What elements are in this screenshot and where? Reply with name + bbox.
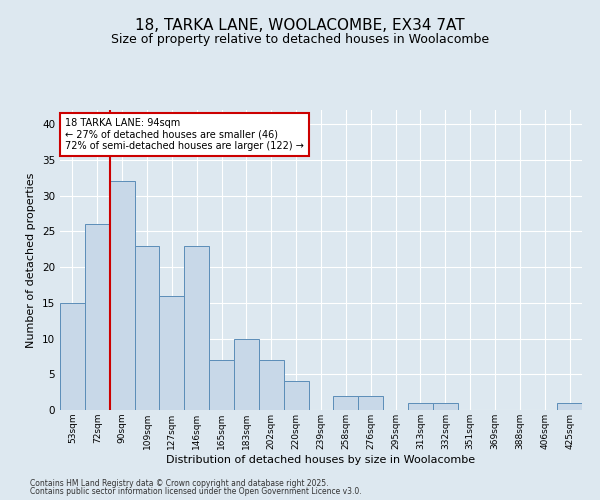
- Bar: [160, 296, 184, 410]
- Bar: [209, 360, 234, 410]
- Text: 18, TARKA LANE, WOOLACOMBE, EX34 7AT: 18, TARKA LANE, WOOLACOMBE, EX34 7AT: [135, 18, 465, 32]
- Bar: [110, 182, 134, 410]
- Text: Contains HM Land Registry data © Crown copyright and database right 2025.: Contains HM Land Registry data © Crown c…: [30, 478, 329, 488]
- Bar: [259, 360, 284, 410]
- Bar: [284, 382, 308, 410]
- Text: Contains public sector information licensed under the Open Government Licence v3: Contains public sector information licen…: [30, 487, 362, 496]
- Y-axis label: Number of detached properties: Number of detached properties: [26, 172, 37, 348]
- Text: 18 TARKA LANE: 94sqm
← 27% of detached houses are smaller (46)
72% of semi-detac: 18 TARKA LANE: 94sqm ← 27% of detached h…: [65, 118, 304, 150]
- Bar: [408, 403, 433, 410]
- Bar: [134, 246, 160, 410]
- Bar: [60, 303, 85, 410]
- Bar: [85, 224, 110, 410]
- Bar: [234, 338, 259, 410]
- Bar: [184, 246, 209, 410]
- Bar: [334, 396, 358, 410]
- Text: Size of property relative to detached houses in Woolacombe: Size of property relative to detached ho…: [111, 32, 489, 46]
- Bar: [433, 403, 458, 410]
- X-axis label: Distribution of detached houses by size in Woolacombe: Distribution of detached houses by size …: [166, 454, 476, 464]
- Bar: [557, 403, 582, 410]
- Bar: [358, 396, 383, 410]
